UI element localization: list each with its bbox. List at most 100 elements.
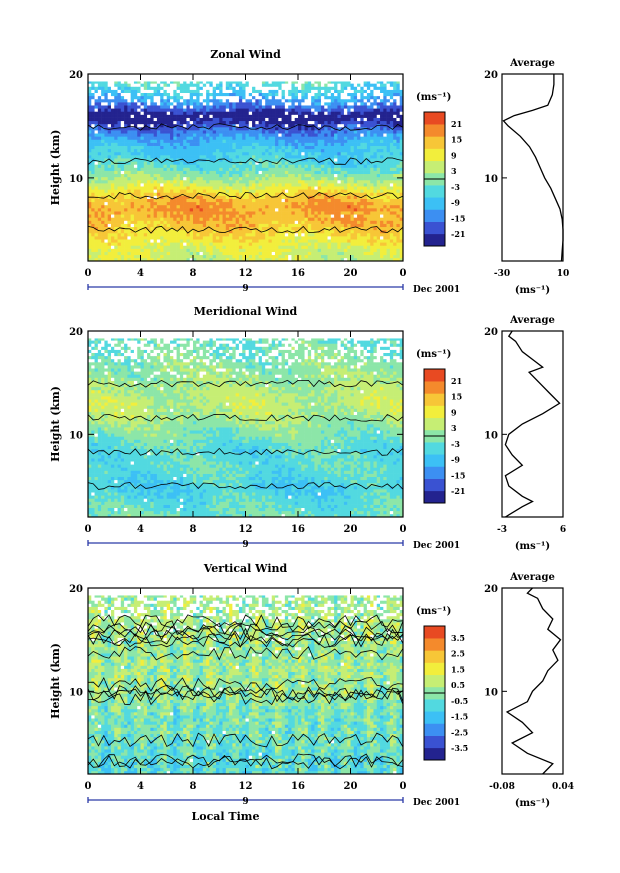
heatmap-cell bbox=[183, 239, 187, 243]
heatmap-cell bbox=[383, 142, 387, 146]
heatmap-cell bbox=[225, 239, 230, 243]
heatmap-cell bbox=[143, 242, 148, 246]
heatmap-cell bbox=[320, 117, 325, 122]
heatmap-cell bbox=[189, 176, 194, 181]
heatmap-cell bbox=[314, 229, 318, 234]
heatmap-cell bbox=[370, 120, 374, 125]
heatmap-cell bbox=[193, 102, 197, 106]
heatmap-cell bbox=[360, 145, 364, 150]
heatmap-cell bbox=[261, 179, 266, 184]
heatmap-cell bbox=[363, 111, 368, 115]
heatmap-cell bbox=[94, 254, 99, 259]
heatmap-cell bbox=[94, 223, 99, 228]
heatmap-cell bbox=[281, 142, 286, 146]
heatmap-cell bbox=[206, 161, 210, 165]
heatmap-cell bbox=[88, 173, 92, 178]
heatmap-cell bbox=[373, 136, 378, 140]
heatmap-cell bbox=[291, 204, 296, 209]
heatmap-cell bbox=[393, 151, 397, 156]
heatmap-cell bbox=[294, 161, 299, 165]
heatmap-cell bbox=[288, 102, 292, 106]
heatmap-cell bbox=[183, 186, 187, 190]
heatmap-cell bbox=[337, 108, 341, 112]
heatmap-cell bbox=[133, 158, 138, 162]
heatmap-cell bbox=[275, 208, 279, 212]
heatmap-cell bbox=[353, 158, 358, 162]
heatmap-cell bbox=[173, 179, 177, 184]
heatmap-cell bbox=[225, 183, 230, 187]
heatmap-cell bbox=[166, 192, 171, 196]
heatmap-cell bbox=[94, 211, 99, 215]
heatmap-cell bbox=[170, 208, 174, 212]
heatmap-cell bbox=[189, 98, 194, 103]
heatmap-cell bbox=[127, 208, 131, 212]
heatmap-cell bbox=[163, 201, 168, 206]
heatmap-cell bbox=[370, 236, 374, 240]
heatmap-cell bbox=[327, 186, 332, 190]
heatmap-cell bbox=[350, 136, 355, 140]
heatmap-cell bbox=[117, 173, 122, 178]
heatmap-cell bbox=[380, 245, 384, 249]
heatmap-cell bbox=[284, 170, 289, 175]
heatmap-cell bbox=[114, 214, 118, 218]
heatmap-cell bbox=[373, 130, 378, 134]
heatmap-cell bbox=[242, 217, 246, 221]
heatmap-cell bbox=[88, 164, 92, 168]
heatmap-cell bbox=[311, 220, 315, 224]
heatmap-cell bbox=[212, 257, 217, 262]
heatmap-cell bbox=[314, 155, 318, 159]
heatmap-cell bbox=[366, 251, 371, 256]
heatmap-cell bbox=[232, 211, 236, 215]
heatmap-cell bbox=[156, 123, 161, 128]
heatmap-cell bbox=[124, 248, 128, 252]
heatmap-cell bbox=[143, 167, 148, 171]
heatmap-cell bbox=[186, 155, 191, 159]
heatmap-cell bbox=[179, 204, 184, 209]
heatmap-cell bbox=[366, 173, 371, 178]
heatmap-cell bbox=[334, 173, 338, 178]
heatmap-cell bbox=[225, 208, 230, 212]
heatmap-cell bbox=[304, 151, 309, 156]
heatmap-cell bbox=[248, 179, 253, 184]
heatmap-cell bbox=[314, 120, 318, 125]
heatmap-cell bbox=[143, 114, 148, 118]
heatmap-cell bbox=[301, 167, 305, 171]
heatmap-cell bbox=[114, 173, 118, 178]
heatmap-cell bbox=[281, 226, 286, 231]
heatmap-cell bbox=[222, 214, 227, 218]
heatmap-cell bbox=[225, 161, 230, 165]
heatmap-cell bbox=[222, 142, 227, 146]
heatmap-cell bbox=[127, 117, 131, 122]
heatmap-cell bbox=[160, 198, 164, 203]
heatmap-cell bbox=[294, 208, 299, 212]
heatmap-cell bbox=[396, 214, 401, 218]
heatmap-cell bbox=[373, 98, 378, 103]
heatmap-cell bbox=[373, 167, 378, 171]
heatmap-cell bbox=[334, 108, 338, 112]
heatmap-cell bbox=[291, 214, 296, 218]
heatmap-cell bbox=[291, 164, 296, 168]
heatmap-cell bbox=[271, 201, 276, 206]
heatmap-cell bbox=[120, 257, 125, 262]
heatmap-cell bbox=[314, 151, 318, 156]
heatmap-cell bbox=[209, 98, 213, 103]
heatmap-cell bbox=[366, 102, 371, 106]
heatmap-cell bbox=[389, 179, 394, 184]
heatmap-cell bbox=[199, 139, 204, 143]
heatmap-cell bbox=[307, 179, 312, 184]
heatmap-cell bbox=[363, 208, 368, 212]
heatmap-cell bbox=[140, 145, 145, 150]
heatmap-cell bbox=[380, 148, 384, 153]
heatmap-cell bbox=[235, 223, 240, 228]
heatmap-cell bbox=[101, 167, 105, 171]
heatmap-cell bbox=[376, 105, 381, 109]
heatmap-cell bbox=[383, 214, 387, 218]
heatmap-cell bbox=[248, 217, 253, 221]
heatmap-cell bbox=[163, 136, 168, 140]
heatmap-cell bbox=[97, 148, 102, 153]
heatmap-cell bbox=[255, 102, 259, 106]
heatmap-cell bbox=[166, 173, 171, 178]
heatmap-cell bbox=[399, 167, 404, 171]
heatmap-cell bbox=[124, 211, 128, 215]
